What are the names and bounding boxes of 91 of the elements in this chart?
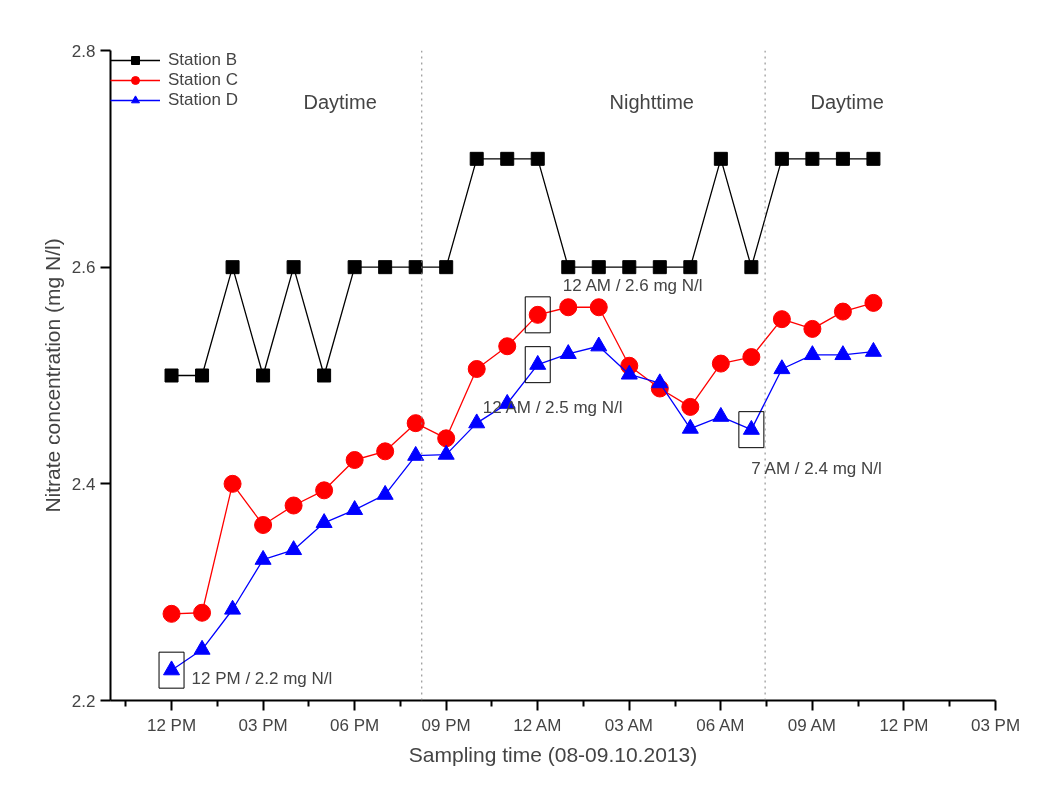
point	[681, 397, 700, 416]
point	[622, 260, 637, 275]
x-tick-label: 03 PM	[970, 715, 1021, 735]
point	[559, 344, 577, 359]
point	[835, 151, 850, 166]
x-tick-label: 12 AM	[513, 715, 562, 735]
point	[772, 310, 791, 329]
point	[773, 359, 791, 375]
point	[803, 319, 822, 338]
y-tick-label: 2.8	[71, 41, 96, 61]
point	[590, 336, 608, 352]
point	[284, 496, 303, 515]
point	[864, 341, 882, 357]
annotation: 12 AM / 2.6 mg N/l	[562, 275, 703, 295]
x-tick-label: 03 AM	[604, 715, 653, 735]
legend-label: Station B	[168, 50, 237, 70]
y-tick-label: 2.2	[71, 691, 96, 711]
point	[407, 445, 425, 461]
point	[744, 260, 759, 275]
point	[346, 500, 364, 515]
point	[378, 260, 393, 275]
point	[193, 639, 211, 655]
point	[866, 151, 881, 166]
annotation: 12 PM / 2.2 mg N/l	[191, 669, 333, 689]
x-tick-label: 12 PM	[146, 715, 197, 735]
point	[500, 151, 515, 166]
point	[834, 345, 852, 361]
point	[591, 260, 606, 275]
point	[162, 604, 181, 623]
point	[651, 373, 669, 389]
point	[225, 260, 240, 275]
point	[803, 345, 821, 361]
point	[164, 368, 179, 383]
x-tick-label: 03 PM	[238, 715, 288, 735]
x-tick-label: 06 AM	[696, 715, 745, 735]
y-tick-label: 2.4	[71, 474, 96, 494]
point	[805, 151, 820, 166]
point	[712, 406, 730, 422]
point	[467, 360, 486, 378]
point	[498, 337, 517, 356]
point	[408, 260, 423, 275]
point	[256, 368, 271, 383]
point	[347, 260, 362, 275]
point	[589, 298, 608, 317]
point	[376, 484, 394, 500]
point	[437, 444, 455, 460]
point	[315, 481, 334, 500]
point	[774, 151, 789, 166]
point	[620, 364, 638, 380]
point	[376, 442, 395, 461]
annotation: Daytime	[303, 90, 377, 113]
x-tick-label: 09 AM	[787, 715, 837, 735]
point	[742, 348, 761, 367]
point	[439, 260, 454, 275]
y-axis-title: Nitrate concentration (mg N/l)	[40, 238, 64, 513]
point	[559, 298, 578, 317]
x-axis-title: Sampling time (08-09.10.2013)	[408, 742, 698, 766]
point	[315, 513, 333, 528]
legend-label: Station C	[168, 70, 238, 90]
point	[833, 302, 852, 321]
point	[713, 151, 728, 166]
point	[223, 474, 242, 493]
legend-label: Station D	[168, 90, 238, 110]
annotation: Daytime	[810, 90, 884, 113]
point	[286, 260, 301, 275]
y-tick-label: 2.6	[71, 258, 96, 278]
point	[711, 354, 730, 373]
point	[285, 540, 303, 556]
point	[195, 368, 210, 383]
point	[652, 260, 667, 275]
point	[468, 413, 486, 429]
point	[530, 151, 545, 166]
point	[469, 151, 484, 166]
point	[317, 368, 332, 383]
point	[681, 418, 699, 434]
x-tick-label: 09 PM	[421, 715, 471, 735]
point	[561, 260, 576, 275]
point	[193, 603, 212, 622]
x-tick-label: 12 PM	[879, 715, 929, 735]
point	[254, 549, 272, 565]
point	[345, 451, 364, 469]
point	[254, 516, 273, 534]
x-tick-label: 06 PM	[330, 715, 380, 735]
point	[406, 414, 425, 433]
annotation: 7 AM / 2.4 mg N/l	[751, 458, 882, 478]
point	[224, 599, 242, 615]
point	[437, 429, 456, 448]
annotation: Nighttime	[609, 90, 694, 113]
point	[683, 260, 698, 275]
point	[864, 293, 883, 312]
annotation: 12 AM / 2.5 mg N/l	[482, 397, 623, 417]
